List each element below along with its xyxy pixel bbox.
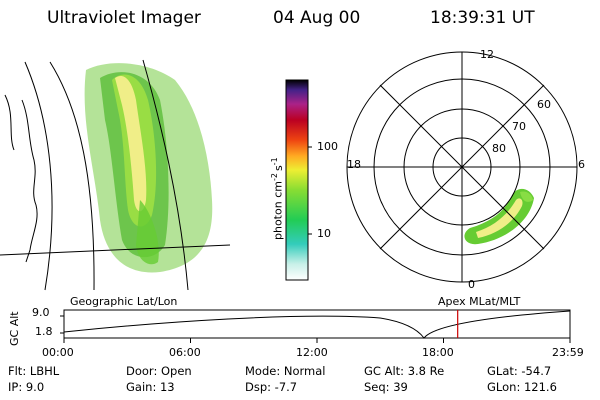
lat-label-60: 60: [537, 98, 551, 111]
coastline: [4, 94, 15, 151]
x-tick-label: 12:00: [296, 346, 328, 359]
timeline-axis-title: GC Alt: [8, 311, 21, 346]
colorbar-scale: [285, 79, 309, 281]
geo-aurora-image: [84, 63, 213, 273]
latitude-line: [0, 244, 231, 256]
y-min-label: 1.8: [35, 325, 53, 338]
x-tick-label: 00:00: [42, 346, 74, 359]
filter-value: Flt: LBHL: [8, 364, 60, 378]
x-tick-label: 06:00: [169, 346, 201, 359]
globe-limb: [24, 61, 53, 291]
mode-value: Mode: Normal: [245, 364, 326, 378]
app-title: Ultraviolet Imager: [47, 8, 201, 28]
colorbar: [285, 79, 312, 281]
colorbar-label-100: 100: [317, 140, 338, 153]
lat-label-80: 80: [492, 142, 506, 155]
door-value: Door: Open: [126, 364, 192, 378]
x-tick-label: 18:00: [422, 346, 454, 359]
ip-value: IP: 9.0: [8, 380, 45, 394]
unit-mid: s: [271, 165, 285, 172]
gain-value: Gain: 13: [126, 380, 175, 394]
date-label: 04 Aug 00: [273, 8, 361, 28]
polar-diagonal: [379, 84, 545, 250]
polar-plot: [346, 51, 578, 283]
glon-value: GLon: 121.6: [487, 380, 557, 394]
y-max-label: 9.0: [32, 306, 50, 319]
lat-label-70: 70: [512, 120, 526, 133]
coastline: [21, 99, 38, 263]
altitude-timeline: [60, 309, 571, 343]
geo-coords-label: Geographic Lat/Lon: [70, 295, 178, 308]
mlt-label-18: 18: [347, 158, 361, 171]
polar-aurora-image: [464, 188, 534, 245]
unit-exp1: -2: [270, 173, 279, 182]
unit-text: photon cm: [271, 181, 285, 240]
x-tick-label: 23:59: [552, 346, 584, 359]
altitude-curve: [63, 310, 571, 339]
gc-alt-value: GC Alt: 3.8 Re: [364, 364, 445, 378]
seq-value: Seq: 39: [364, 380, 408, 394]
unit-exp2: -1: [270, 157, 279, 166]
mlt-label-6: 6: [578, 158, 585, 171]
colorbar-label-10: 10: [317, 227, 331, 240]
glat-value: GLat: -54.7: [487, 364, 552, 378]
mlt-label-12: 12: [480, 48, 494, 61]
dsp-value: Dsp: -7.7: [245, 380, 298, 394]
geographic-panel: [0, 59, 231, 291]
time-label: 18:39:31 UT: [430, 8, 535, 28]
timeline-frame: [63, 309, 571, 339]
longitude-line: [142, 59, 189, 291]
apex-coords-label: Apex MLat/MLT: [438, 295, 521, 308]
colorbar-unit-label: photon cm-2s-1: [270, 157, 285, 240]
mlt-label-0: 0: [468, 278, 475, 291]
